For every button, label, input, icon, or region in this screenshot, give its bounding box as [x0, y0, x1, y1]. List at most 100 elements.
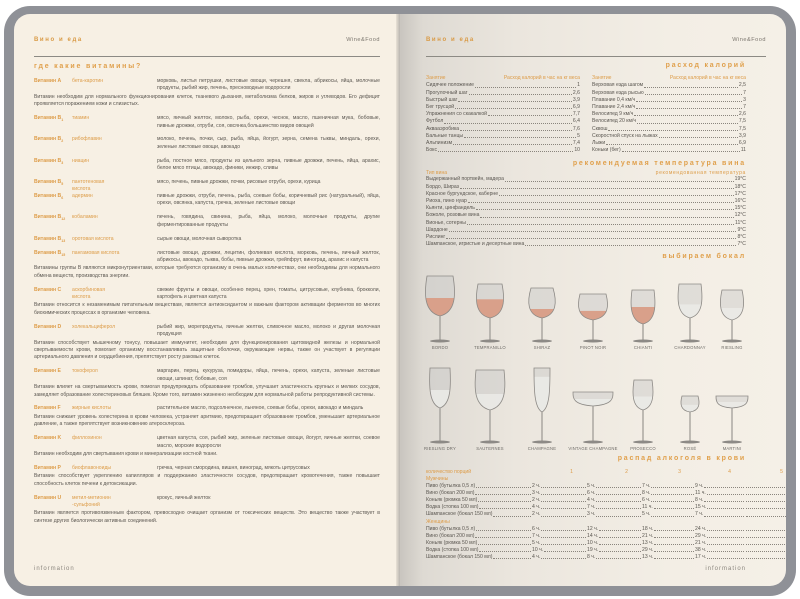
vitamin-subscript: 2 — [61, 139, 64, 144]
temperature-row: Шампанское, игристые и десертные вина 7°C — [426, 241, 746, 248]
col-activity: Занятие — [426, 75, 446, 81]
dot-leader — [460, 187, 734, 189]
temperature-title: рекомендуемая температура вина — [572, 160, 746, 167]
wine-fill — [631, 307, 655, 324]
alcohol-cell: 10 ч. — [532, 547, 587, 554]
hours-value: 11 ч. — [695, 490, 706, 497]
dot-leader — [704, 487, 744, 489]
vitamin-foods: свежие фрукты и овощи, особенно перец, х… — [157, 286, 380, 301]
calorie-row: Футбол 6,4 — [426, 118, 580, 125]
alcohol-cell: 7 ч. — [587, 504, 642, 511]
vitamin-name: Витамин B15 — [34, 250, 65, 259]
temperature-row: Выдержанный портвейн, мадера 19°C — [426, 176, 746, 184]
vitamin-foods: цветная капуста, соя, рыбий жир, зеленые… — [157, 435, 380, 449]
dot-leader — [458, 101, 572, 103]
hours-value: 29 ч. — [642, 546, 654, 553]
vitamin-letter: B — [57, 192, 62, 199]
vitamin-compound: холекальциферол — [72, 323, 116, 330]
hours-value: 4 ч. — [532, 553, 541, 560]
header-title-en: Wine&Food — [346, 37, 380, 43]
alcohol-cell: 2 ч. — [532, 511, 587, 518]
alcohol-row: Вино (бокал 200 мл) 7 ч. 14 ч. 21 ч. 29 ч. 36… — [426, 533, 786, 540]
col-value: Расход калорий в час на кг веса — [503, 75, 580, 81]
alcohol-cell: Вино (бокал 200 мл) — [426, 533, 532, 540]
dot-leader — [541, 515, 586, 517]
dot-leader — [651, 501, 694, 503]
calorie-row-label: Плавание 0,4 км/ч — [592, 96, 636, 103]
wine-fill — [429, 390, 451, 408]
dot-leader — [475, 86, 577, 88]
dot-leader — [606, 144, 738, 146]
vitamin-word: Витамин — [34, 405, 57, 412]
vitamin-letter: B — [57, 249, 62, 256]
vitamin-letter: B — [57, 235, 62, 242]
calorie-row: Бег трусцой 6,9 — [426, 104, 580, 111]
calorie-row-value: 7,4 — [572, 139, 580, 146]
alcohol-cell: 10 ч. — [587, 540, 642, 547]
temperature-row-label: Шардоне — [426, 226, 448, 233]
vitamin-word: Витамин — [34, 214, 57, 221]
vitamin-name: Витамин C — [34, 287, 61, 294]
dot-leader — [707, 543, 744, 545]
vitamin-description: Витамин относится к незаменимым питатель… — [34, 302, 380, 316]
calorie-row: Плавание 2,4 км/ч 7 — [592, 104, 746, 111]
left-page: Вино и еда Wine&Food где какие витамины?… — [14, 14, 400, 586]
temperature-table: Тип вина рекомендованная температура Выде… — [426, 170, 746, 248]
calorie-row: Велосипед 20 км/ч 7,5 — [592, 118, 746, 125]
dot-leader — [599, 543, 641, 545]
vitamin-entry: Витамин B6 адермин пивные дрожжи, отруби, … — [34, 193, 380, 208]
vitamin-name: Витамин B5 — [34, 179, 63, 188]
vitamin-description: Витамин является противоязвенным факторо… — [34, 510, 380, 524]
alcohol-cell: 14 ч. — [745, 490, 786, 497]
vitamin-head: Витамин B1 тиамин мясо, яичный желток, мол… — [34, 115, 380, 130]
calorie-row-value: 7,5 — [738, 125, 746, 132]
vitamin-entry: Витамин B15 пангамовая кислота листовые ов… — [34, 250, 380, 281]
dot-leader — [541, 494, 586, 496]
alcohol-cell: 12 ч. — [745, 483, 786, 490]
temperature-row: Риоха, пино нуар 16°C — [426, 198, 746, 205]
vitamin-foods: сырые овощи, молочная сыворотка — [157, 235, 242, 242]
wine-glass — [532, 367, 552, 444]
temperature-row: Вионье, сотерны 11°C — [426, 220, 746, 227]
dot-leader — [476, 529, 531, 531]
hours-value: 8 ч. — [587, 553, 596, 560]
wine-fill — [476, 299, 504, 318]
hours-value: 4 ч. — [532, 504, 541, 511]
temperature-row: Красное бургундское, каберне 17°C — [426, 191, 746, 198]
alcohol-cell: 13 ч. — [642, 554, 695, 561]
vitamin-word: Витамин — [34, 136, 57, 143]
vitamins-title: где какие витамины? — [34, 63, 143, 70]
alcohol-cell: 6 ч. — [587, 490, 642, 497]
alcohol-cell: 30 ч. — [745, 526, 786, 533]
calorie-row-label: Велосипед 9 км/ч — [592, 111, 634, 118]
dot-leader — [493, 558, 531, 560]
alcohol-cell: 21 ч. — [695, 540, 745, 547]
dot-leader — [476, 487, 531, 489]
drink-label: Пиво (бутылка 0,5 л) — [426, 525, 476, 532]
dot-leader — [746, 558, 785, 560]
vitamin-name: Витамин D — [34, 324, 61, 331]
alcohol-cell: 11 ч. — [695, 490, 745, 497]
hours-value: 15 ч. — [695, 504, 707, 511]
glass-label: MARTINI — [722, 446, 742, 451]
alcohol-cell: 6 ч. — [532, 526, 587, 533]
temperature-row-value: 7°C — [737, 241, 746, 248]
vitamin-compound: метил-метионин -сульфоний — [72, 494, 111, 508]
hours-value: 8 ч. — [642, 490, 651, 497]
col-type: Тип вина — [426, 170, 448, 176]
calorie-row-value: 7 — [743, 89, 746, 96]
vitamin-letter: D — [57, 323, 62, 330]
dot-leader — [475, 209, 734, 211]
alcohol-cell: 6 ч. — [642, 497, 695, 504]
alcohol-cell: 21 ч. — [642, 533, 695, 540]
dot-leader — [493, 515, 531, 517]
alcohol-cell: 36 ч. — [745, 533, 786, 540]
vitamin-foods: растительное масло, подсолнечное, льняно… — [157, 405, 364, 412]
alcohol-cell: 7 ч. — [642, 483, 695, 490]
hours-value: 8 ч. — [695, 497, 704, 504]
alcohol-row: Водка (стопка 100 мл) 10 ч. 19 ч. 29 ч. 38 ч… — [426, 547, 786, 554]
vitamin-compound: адермин — [72, 192, 93, 199]
